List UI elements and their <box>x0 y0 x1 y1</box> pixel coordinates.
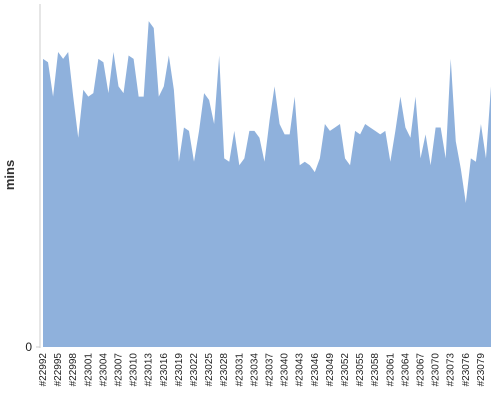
x-tick-label: #23064 <box>400 353 411 387</box>
y-axis-label: mins <box>2 160 17 190</box>
x-tick-label: #23076 <box>461 353 472 387</box>
x-tick-label: #23034 <box>249 353 260 387</box>
x-tick-label: #23043 <box>295 353 306 387</box>
x-tick-label: #23037 <box>265 353 276 387</box>
x-tick-label: #23055 <box>355 353 366 387</box>
x-tick-label: #23052 <box>340 353 351 387</box>
x-tick-label: #23079 <box>476 353 487 387</box>
y-tick-label: 0 <box>25 340 32 354</box>
x-tick-label: #23061 <box>385 353 396 387</box>
x-tick-label: #23058 <box>370 353 381 387</box>
x-tick-label: #23013 <box>144 353 155 387</box>
x-tick-label: #23049 <box>325 353 336 387</box>
x-tick-label: #23073 <box>446 353 457 387</box>
x-tick-label: #23010 <box>129 353 140 387</box>
x-tick-label: #22998 <box>68 353 79 387</box>
x-tick-label: #23046 <box>310 353 321 387</box>
x-tick-label: #23004 <box>98 353 109 387</box>
area <box>43 21 491 348</box>
x-tick-label: #23019 <box>174 353 185 387</box>
x-tick-label: #23070 <box>431 353 442 387</box>
x-tick-label: #23022 <box>189 353 200 387</box>
x-tick-label: #23031 <box>234 353 245 387</box>
x-tick-label: #23001 <box>83 353 94 387</box>
x-tick-label: #22995 <box>53 353 64 387</box>
x-tick-label: #23007 <box>114 353 125 387</box>
x-tick-label: #23025 <box>204 353 215 387</box>
x-tick-label: #22992 <box>38 353 49 387</box>
x-tick-label: #23016 <box>159 353 170 387</box>
x-tick-label: #23028 <box>219 353 230 387</box>
x-tick-label: #23067 <box>416 353 427 387</box>
x-tick-label: #23040 <box>280 353 291 387</box>
